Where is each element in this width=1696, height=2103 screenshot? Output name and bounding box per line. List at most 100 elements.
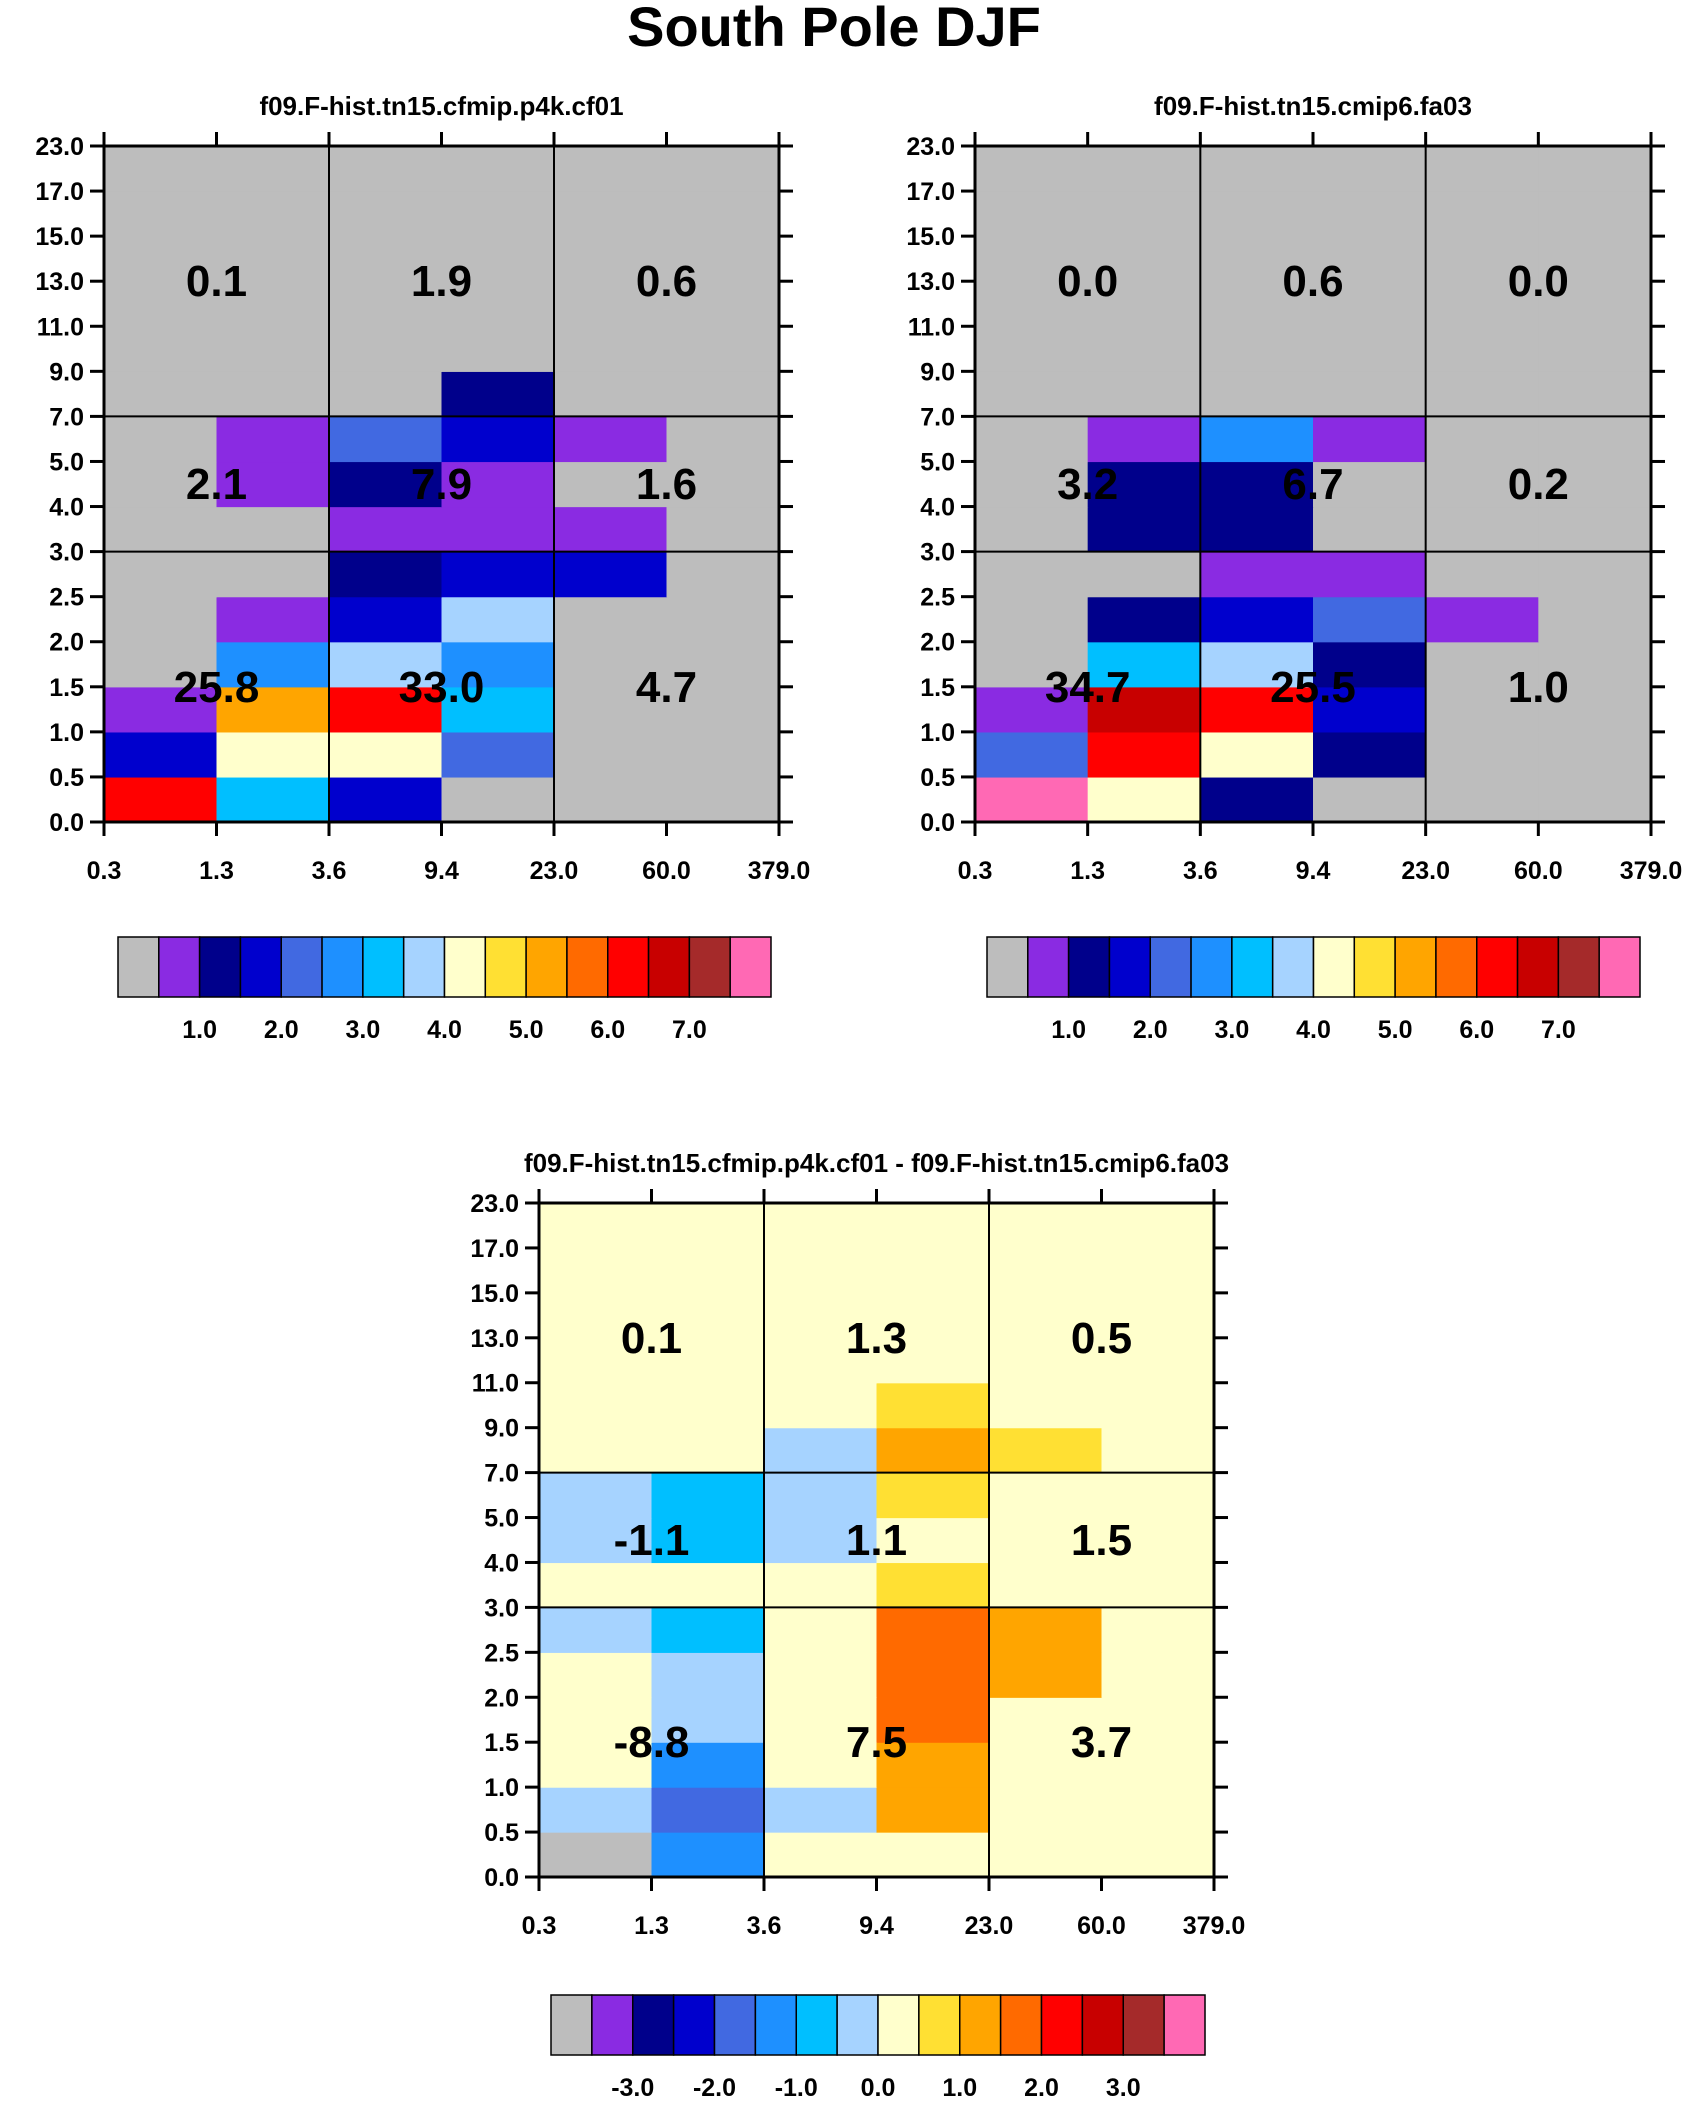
summary-value: 4.7: [636, 663, 697, 712]
heatmap-cell: [666, 326, 780, 372]
x-tick-label: 60.0: [1514, 857, 1563, 885]
heatmap-cell: [216, 326, 330, 372]
x-tick-label: 9.4: [1296, 857, 1331, 885]
y-tick-label: 2.0: [49, 629, 84, 657]
heatmap-cell: [975, 641, 1089, 688]
heatmap-cell: [764, 1337, 878, 1384]
y-tick-label: 0.5: [49, 764, 84, 792]
heatmap-cell: [104, 236, 218, 282]
summary-value: 33.0: [399, 663, 485, 712]
heatmap-cell: [1101, 1562, 1215, 1608]
x-tick-label: 0.3: [958, 857, 993, 885]
y-tick-label: 1.0: [920, 719, 955, 747]
heatmap-cell: [989, 1517, 1103, 1564]
colorbar-swatch: [1190, 936, 1233, 998]
colorbar-1: 1.0 2.0 3.0 4.0 5.0 6.0 7.0: [117, 936, 772, 1044]
heatmap-cell: [216, 551, 330, 598]
heatmap-cell: [1087, 191, 1201, 237]
colorbar-swatch: [836, 1994, 879, 2056]
colorbar-swatch: [443, 936, 487, 998]
summary-value: 0.6: [1282, 257, 1343, 306]
heatmap-cell: [329, 371, 443, 417]
heatmap-cell: [1425, 551, 1539, 598]
heatmap-cell: [554, 596, 668, 643]
colorbar-swatch: [1476, 936, 1519, 998]
colorbar-swatch: [158, 936, 201, 998]
heatmap-panel-1: f09.F-hist.tn15.cfmip.p4k.cf01 25.8 33.0 4.…: [35, 91, 810, 885]
heatmap-cell: [666, 551, 780, 598]
x-tick-label: 1.3: [634, 1912, 669, 1940]
y-tick-label: 4.0: [484, 1549, 519, 1577]
y-tick-label: 13.0: [470, 1325, 519, 1353]
heatmap-cell: [539, 1337, 653, 1384]
heatmap-cell: [1087, 551, 1201, 598]
heatmap-cell: [764, 1517, 878, 1564]
summary-value: 34.7: [1045, 663, 1131, 712]
heatmap-cell: [666, 686, 780, 733]
summary-value: -8.8: [614, 1718, 690, 1767]
colorbar-swatch: [754, 1994, 798, 2056]
heatmap-cell: [1101, 1203, 1215, 1249]
summary-value: 0.0: [1508, 257, 1569, 306]
heatmap-cell: [764, 1652, 878, 1698]
heatmap-cell: [539, 1247, 653, 1294]
y-tick-label: 5.0: [49, 448, 84, 476]
heatmap-cell: [1101, 1517, 1215, 1564]
heatmap-cell: [216, 731, 330, 778]
heatmap-cell: [1101, 1787, 1215, 1833]
heatmap-cell: [989, 1562, 1103, 1608]
heatmap-cell: [1101, 1427, 1215, 1474]
colorbar-swatch: [713, 1994, 757, 2056]
y-tick-label: 15.0: [470, 1280, 519, 1308]
figure-title: South Pole DJF: [627, 0, 1041, 58]
heatmap-cell: [876, 1517, 990, 1564]
heatmap-cell: [441, 146, 555, 192]
heatmap-cell: [1538, 641, 1652, 688]
heatmap-cell: [989, 1697, 1103, 1743]
y-tick-label: 13.0: [906, 268, 955, 296]
colorbar-swatch: [607, 936, 650, 998]
heatmap-cell: [329, 416, 443, 463]
heatmap-cell: [329, 146, 443, 192]
y-tick-label: 9.0: [920, 358, 955, 386]
heatmap-cell: [1538, 371, 1652, 417]
colorbar-swatch: [729, 936, 772, 998]
colorbar-swatch: [672, 1994, 716, 2056]
heatmap-cell: [104, 146, 218, 192]
heatmap-cell: [104, 641, 218, 688]
summary-value: 6.7: [1282, 460, 1343, 509]
y-tick-label: 0.5: [484, 1819, 519, 1847]
x-tick-label: 9.4: [859, 1912, 894, 1940]
heatmap-cell: [329, 731, 443, 778]
heatmap-cell: [104, 596, 218, 643]
heatmap-cell: [876, 1652, 990, 1698]
heatmap-cell: [1087, 146, 1201, 192]
heatmap-cell: [1087, 326, 1201, 372]
y-tick-label: 2.5: [484, 1639, 519, 1667]
panel-title: f09.F-hist.tn15.cfmip.p4k.cf01: [259, 91, 623, 121]
summary-value: 0.0: [1057, 257, 1118, 306]
heatmap-cell: [554, 326, 668, 372]
heatmap-cell: [1087, 236, 1201, 282]
heatmap-cell: [539, 1472, 653, 1519]
heatmap-cell: [216, 506, 330, 553]
heatmap-cell: [554, 731, 668, 778]
summary-value: 0.6: [636, 257, 697, 306]
heatmap-cell: [975, 146, 1089, 192]
heatmap-cell: [1101, 1472, 1215, 1519]
heatmap-cell: [989, 1652, 1103, 1698]
heatmap-cell: [1313, 461, 1427, 508]
heatmap-cell: [1313, 686, 1427, 733]
heatmap-cell: [975, 416, 1089, 463]
heatmap-cell: [1425, 416, 1539, 463]
heatmap-cell: [216, 686, 330, 733]
heatmap-cell: [554, 686, 668, 733]
heatmap-cell: [651, 1203, 765, 1249]
heatmap-cell: [104, 731, 218, 778]
y-tick-label: 11.0: [37, 313, 84, 341]
y-tick-label: 0.0: [484, 1864, 519, 1892]
summary-value: 1.6: [636, 460, 697, 509]
heatmap-cell: [764, 1787, 878, 1833]
y-tick-label: 17.0: [35, 178, 84, 206]
colorbar-label: 3.0: [1106, 2074, 1141, 2102]
